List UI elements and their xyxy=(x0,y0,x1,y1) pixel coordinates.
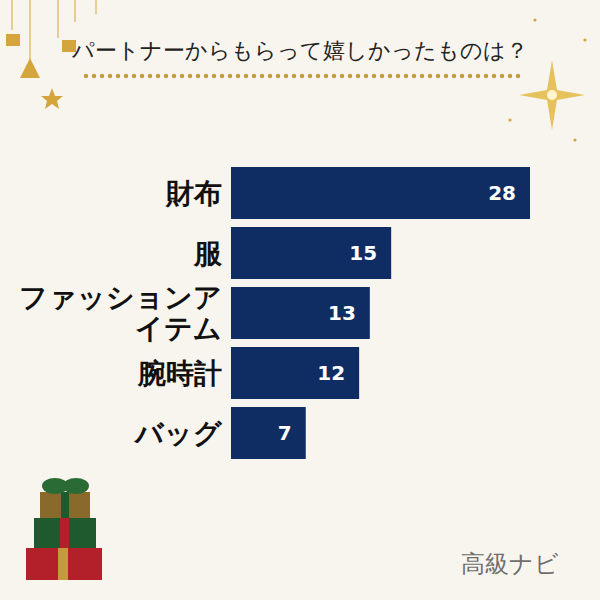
sparkle-dot xyxy=(508,118,511,121)
sparkle-dot xyxy=(573,138,576,141)
ornament-gift xyxy=(6,34,20,46)
title-dot xyxy=(180,74,184,78)
gift-bow xyxy=(63,478,89,494)
title-dot xyxy=(260,74,264,78)
title-dot xyxy=(156,74,160,78)
ornament-string xyxy=(12,0,13,30)
title-dot xyxy=(220,74,224,78)
bar xyxy=(231,347,359,399)
ornament-string xyxy=(58,0,59,38)
bar xyxy=(231,167,530,219)
title-dot xyxy=(380,74,384,78)
gift-ribbon xyxy=(60,518,69,548)
title-dot xyxy=(124,74,128,78)
title-dot xyxy=(228,74,232,78)
title-dot xyxy=(172,74,176,78)
title-dot xyxy=(204,74,208,78)
title-dot xyxy=(516,74,520,78)
title-dot xyxy=(364,74,368,78)
title-dot xyxy=(132,74,136,78)
data-label: 15 xyxy=(349,241,377,265)
title-dot xyxy=(300,74,304,78)
title-dot xyxy=(164,74,168,78)
title-dot xyxy=(348,74,352,78)
title-dot xyxy=(356,74,360,78)
title-dot xyxy=(428,74,432,78)
title-dot xyxy=(92,74,96,78)
sparkle-center xyxy=(547,90,557,100)
sparkle xyxy=(519,60,585,130)
title-dot xyxy=(396,74,400,78)
title-dot xyxy=(324,74,328,78)
category-label: 腕時計 xyxy=(4,337,222,409)
gift-ribbon xyxy=(58,548,68,580)
title-dot xyxy=(308,74,312,78)
title-dot xyxy=(436,74,440,78)
title-dot xyxy=(188,74,192,78)
title-dot xyxy=(140,74,144,78)
sparkle-dot xyxy=(533,18,536,21)
title-dot xyxy=(316,74,320,78)
title-dot xyxy=(412,74,416,78)
bar xyxy=(231,407,306,459)
gift-box xyxy=(40,492,90,518)
title-dot xyxy=(252,74,256,78)
bar xyxy=(231,287,370,339)
title-dot xyxy=(500,74,504,78)
title-dot xyxy=(100,74,104,78)
data-label: 28 xyxy=(488,181,516,205)
title-dot xyxy=(148,74,152,78)
title-dot xyxy=(444,74,448,78)
gift-box xyxy=(34,518,96,548)
data-label: 13 xyxy=(328,301,356,325)
title-dot xyxy=(484,74,488,78)
title-dot xyxy=(244,74,248,78)
category-label: ファッションアイテム xyxy=(4,277,222,349)
stage: 28 15 13 12 7 パートナーからもらって嬉しかったものは？ 財布服ファッションアイ… xyxy=(0,0,600,600)
title-dot xyxy=(212,74,216,78)
title-dot xyxy=(284,74,288,78)
data-label: 12 xyxy=(317,361,345,385)
bar xyxy=(231,227,391,279)
category-label: バッグ xyxy=(4,397,222,469)
credit: 高級ナビ xyxy=(440,548,580,580)
gift-box xyxy=(26,548,102,580)
title-dot xyxy=(460,74,464,78)
title-dot xyxy=(404,74,408,78)
title-dot xyxy=(236,74,240,78)
title-dot xyxy=(276,74,280,78)
category-label: 服 xyxy=(4,217,222,289)
sparkle-dot xyxy=(583,38,586,41)
title-dot xyxy=(492,74,496,78)
title-dot xyxy=(372,74,376,78)
title-dot xyxy=(292,74,296,78)
title-dot xyxy=(340,74,344,78)
title-dot xyxy=(476,74,480,78)
title-dot xyxy=(196,74,200,78)
ornament-star xyxy=(41,88,63,109)
title-dot xyxy=(84,74,88,78)
data-label: 7 xyxy=(278,421,292,445)
gift-ribbon xyxy=(61,492,69,518)
ornament-string xyxy=(96,0,97,14)
title-dot xyxy=(268,74,272,78)
data-labels: 28 15 13 12 7 xyxy=(278,181,516,445)
category-label: 財布 xyxy=(4,157,222,229)
ornament-tree xyxy=(20,58,40,78)
title-dot xyxy=(452,74,456,78)
chart-title: パートナーからもらって嬉しかったものは？ xyxy=(0,36,600,66)
title-dot xyxy=(468,74,472,78)
bars xyxy=(231,167,530,459)
title-dot xyxy=(420,74,424,78)
title-dot xyxy=(388,74,392,78)
title-dot xyxy=(116,74,120,78)
title-dot xyxy=(508,74,512,78)
title-dot xyxy=(332,74,336,78)
title-dot xyxy=(108,74,112,78)
ornament-string xyxy=(75,0,76,22)
ornament-string xyxy=(30,0,31,60)
